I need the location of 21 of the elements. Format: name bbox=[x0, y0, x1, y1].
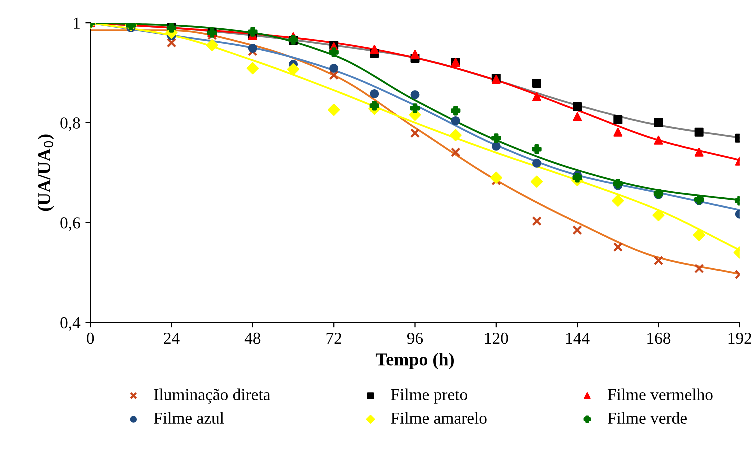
legend-label: Filme preto bbox=[391, 388, 468, 404]
legend-label: Filme vermelho bbox=[608, 388, 713, 400]
x-tick-label: 24 bbox=[164, 332, 180, 344]
x-tick-label: 168 bbox=[648, 332, 671, 344]
y-tick-label: 0,4 bbox=[60, 317, 81, 332]
y-tick-label: 1 bbox=[74, 18, 80, 29]
x-tick-label: 96 bbox=[407, 332, 424, 344]
legend-label: Iluminação direta bbox=[154, 388, 271, 404]
legend-label: Filme azul bbox=[154, 412, 224, 424]
x-tick-label: 192 bbox=[728, 332, 752, 344]
legend-label: Filme verde bbox=[608, 412, 687, 424]
y-axis-title: (UA/UA$_{0}$) bbox=[38, 134, 54, 212]
legend-label: Filme amarelo bbox=[391, 412, 487, 424]
x-tick-label: 0 bbox=[87, 332, 94, 344]
y-tick-label: 0,6 bbox=[60, 218, 80, 232]
x-axis-title: Tempo (h) bbox=[376, 353, 454, 370]
x-tick-label: 144 bbox=[566, 332, 590, 344]
x-tick-label: 48 bbox=[244, 332, 261, 344]
x-tick-label: 120 bbox=[485, 332, 508, 344]
x-tick-label: 72 bbox=[326, 332, 342, 344]
y-tick-label: 0,8 bbox=[60, 118, 80, 132]
